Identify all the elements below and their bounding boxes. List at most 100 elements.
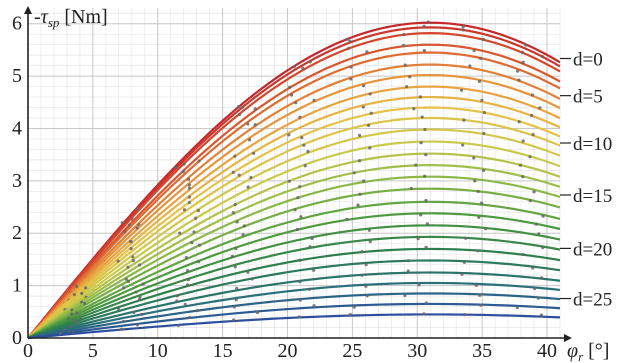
marker-d6	[247, 138, 252, 142]
marker-d0	[237, 104, 241, 109]
x-axis-label-main: φ	[567, 340, 578, 362]
x-tick-label: 40	[537, 340, 557, 362]
marker-d9	[482, 110, 486, 115]
marker-d23	[175, 299, 179, 303]
marker-d8	[287, 133, 291, 137]
marker-d8	[361, 105, 365, 109]
marker-d27	[297, 315, 301, 319]
marker-d18	[345, 217, 349, 222]
marker-d13	[126, 265, 130, 269]
y-axis-label-prefix: -τ	[34, 6, 49, 28]
marker-d10	[531, 132, 535, 137]
marker-d9	[187, 200, 191, 205]
marker-d12	[194, 216, 198, 220]
series-line-d3	[27, 43, 561, 339]
marker-d18	[197, 260, 201, 264]
marker-d10	[237, 173, 241, 177]
marker-d14	[482, 168, 486, 172]
marker-d18	[75, 311, 79, 315]
marker-d27	[539, 313, 543, 317]
marker-d22	[364, 263, 368, 267]
y-axis-label-sub: sp	[48, 15, 60, 30]
marker-d22	[250, 277, 254, 281]
marker-d22	[312, 268, 316, 272]
series-label-d10: d=10	[573, 134, 612, 155]
marker-d21	[360, 250, 364, 254]
marker-d3	[472, 48, 476, 53]
marker-d9	[72, 293, 77, 297]
marker-d8	[529, 113, 534, 118]
x-tick-label: 5	[88, 340, 98, 362]
marker-d16	[358, 192, 362, 196]
marker-d11	[358, 133, 362, 137]
marker-d4	[516, 69, 520, 73]
marker-d27	[463, 313, 467, 317]
marker-d24	[234, 298, 238, 302]
marker-d15	[235, 220, 239, 224]
marker-d10	[182, 208, 187, 212]
marker-d21	[138, 297, 142, 301]
marker-d17	[70, 312, 74, 316]
marker-d1	[540, 55, 545, 59]
marker-d16	[409, 186, 413, 191]
marker-d2	[347, 46, 351, 50]
series-line-d25	[27, 292, 561, 340]
marker-d23	[235, 286, 239, 290]
marker-d17	[184, 255, 189, 260]
marker-d2	[182, 162, 186, 166]
marker-d0	[426, 20, 430, 24]
marker-d19	[67, 316, 71, 321]
y-axis-label-unit: [Nm]	[59, 6, 107, 28]
y-axis-label: -τsp [Nm]	[34, 6, 108, 30]
marker-d9	[412, 107, 416, 111]
marker-d5	[294, 101, 298, 105]
marker-d1	[174, 165, 179, 170]
series-line-d18	[27, 212, 561, 339]
marker-d19	[367, 228, 371, 232]
marker-d2	[520, 50, 525, 54]
marker-d4	[123, 229, 127, 234]
x-tick-label: 10	[148, 340, 168, 362]
marker-d20	[464, 236, 468, 240]
marker-d19	[186, 269, 190, 273]
marker-d8	[187, 195, 192, 199]
marker-d20	[308, 245, 312, 249]
marker-d14	[137, 263, 142, 267]
marker-d16	[476, 189, 480, 193]
series-line-d6	[27, 73, 561, 339]
y-tick-label: 1	[12, 275, 22, 297]
marker-d27	[231, 318, 236, 322]
y-tick-label: 6	[12, 13, 22, 35]
marker-d25	[478, 293, 482, 297]
marker-d16	[126, 279, 131, 284]
marker-d15	[70, 308, 74, 312]
y-tick-label: 0	[12, 327, 22, 349]
marker-d26	[187, 315, 192, 320]
marker-d26	[352, 305, 356, 309]
marker-d15	[190, 241, 194, 245]
marker-d27	[119, 327, 124, 331]
marker-d1	[241, 105, 245, 109]
marker-d22	[406, 259, 410, 263]
marker-d16	[197, 243, 202, 247]
marker-d25	[121, 319, 126, 324]
marker-d9	[369, 111, 373, 115]
marker-d14	[521, 175, 525, 179]
marker-d16	[528, 199, 532, 203]
marker-d14	[298, 185, 302, 189]
series-line-d20	[27, 235, 561, 340]
y-tick-label: 2	[12, 222, 22, 244]
marker-d10	[302, 143, 306, 147]
y-axis-arrow	[24, 6, 32, 14]
series-label-d20: d=20	[573, 239, 612, 260]
marker-d21	[476, 249, 480, 253]
series-group	[27, 20, 561, 340]
marker-d16	[293, 208, 297, 212]
marker-d4	[349, 65, 353, 69]
marker-d23	[460, 272, 464, 276]
marker-d1	[461, 28, 465, 32]
x-tick-label: 0	[23, 340, 33, 362]
marker-d2	[402, 32, 406, 37]
marker-d23	[540, 276, 544, 280]
